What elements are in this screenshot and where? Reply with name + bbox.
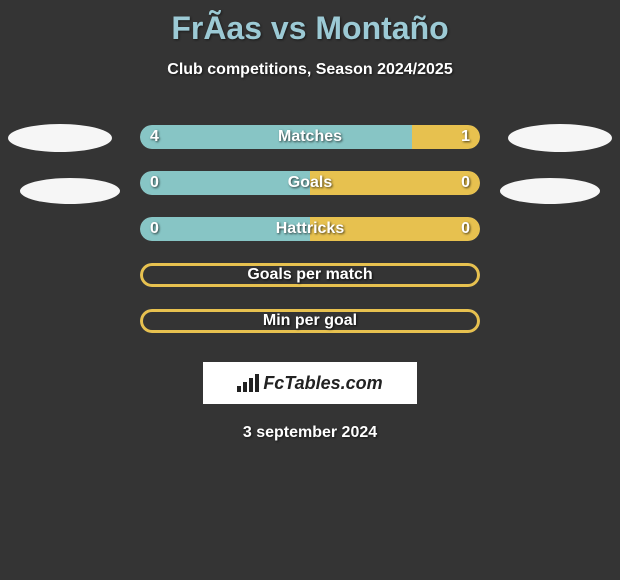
logo-label: FcTables.com [263, 373, 382, 394]
stat-value-left: 0 [150, 171, 159, 195]
stat-row: Min per goal [0, 298, 620, 344]
stat-bar-fill-left [140, 125, 412, 149]
stat-bar-fill-right [310, 171, 480, 195]
stat-value-right: 0 [461, 171, 470, 195]
stat-bar-fill-left [140, 171, 310, 195]
stat-value-right: 0 [461, 217, 470, 241]
stat-bar-track: Matches41 [140, 125, 480, 149]
stat-value-left: 4 [150, 125, 159, 149]
logo-text: FcTables.com [237, 373, 382, 394]
date-label: 3 september 2024 [0, 424, 620, 442]
stat-value-left: 0 [150, 217, 159, 241]
stat-bar-fill-outline-inner [143, 266, 477, 284]
stat-bar-track: Min per goal [140, 309, 480, 333]
stat-row: Goals00 [0, 160, 620, 206]
stats-container: Matches41Goals00Hattricks00Goals per mat… [0, 114, 620, 344]
page-title: FrÃ­as vs Montaño [0, 0, 620, 47]
stat-row: Hattricks00 [0, 206, 620, 252]
stat-bar-fill-left [140, 217, 310, 241]
stat-bar-fill-right [310, 217, 480, 241]
stat-row: Matches41 [0, 114, 620, 160]
stat-bar-track: Goals per match [140, 263, 480, 287]
subtitle: Club competitions, Season 2024/2025 [0, 61, 620, 79]
stat-value-right: 1 [461, 125, 470, 149]
bar-chart-icon [237, 374, 259, 392]
stat-bar-track: Hattricks00 [140, 217, 480, 241]
stat-bar-track: Goals00 [140, 171, 480, 195]
stat-row: Goals per match [0, 252, 620, 298]
stat-bar-fill-outline-inner [143, 312, 477, 330]
logo-box: FcTables.com [203, 362, 417, 404]
